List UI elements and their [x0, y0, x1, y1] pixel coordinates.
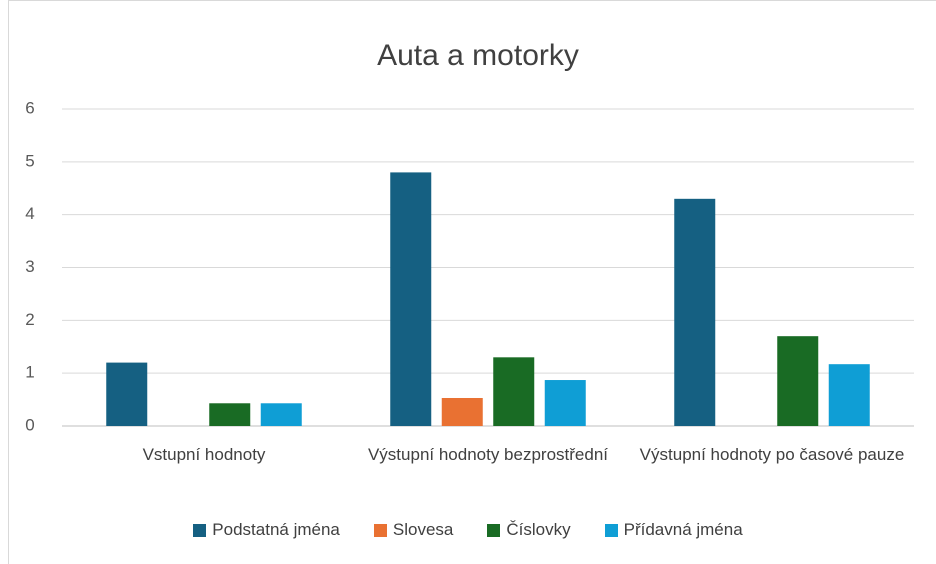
- y-tick-label: 3: [25, 257, 34, 276]
- bar: [260, 403, 302, 426]
- bar: [674, 198, 716, 426]
- legend-item: Číslovky: [487, 520, 571, 540]
- legend-item: Přídavná jména: [604, 520, 743, 540]
- legend-label: Přídavná jména: [623, 520, 743, 539]
- x-tick-label: Výstupní hodnoty po časové pauze: [639, 445, 905, 464]
- bar: [777, 336, 819, 426]
- legend-swatch: [193, 523, 207, 537]
- legend: Podstatná jména Slovesa Číslovky Přídavná j…: [0, 520, 936, 540]
- bar: [390, 172, 432, 426]
- y-tick-label: 0: [25, 415, 34, 434]
- chart-title: Auta a motorky: [377, 39, 579, 72]
- bar: [441, 397, 483, 426]
- bar: [493, 357, 535, 426]
- legend-swatch: [373, 523, 387, 537]
- legend-label: Slovesa: [392, 520, 454, 539]
- y-tick-label: 4: [25, 204, 34, 223]
- legend-swatch: [604, 523, 618, 537]
- bar: [106, 362, 148, 426]
- bar: [544, 380, 586, 426]
- legend-item: Podstatná jména: [193, 520, 340, 540]
- y-tick-label: 2: [25, 310, 34, 329]
- legend-swatch: [487, 523, 501, 537]
- legend-label: Podstatná jména: [212, 520, 340, 539]
- x-tick-label: Výstupní hodnoty bezprostřední: [367, 445, 609, 464]
- bar: [828, 364, 870, 426]
- y-tick-label: 6: [25, 98, 34, 117]
- legend-item: Slovesa: [373, 520, 454, 540]
- y-tick-label: 1: [25, 363, 34, 382]
- chart-border: [8, 0, 936, 564]
- legend-label: Číslovky: [506, 520, 571, 539]
- bar: [209, 403, 251, 426]
- x-tick-label: Vstupní hodnoty: [142, 445, 266, 464]
- y-tick-label: 5: [25, 151, 34, 170]
